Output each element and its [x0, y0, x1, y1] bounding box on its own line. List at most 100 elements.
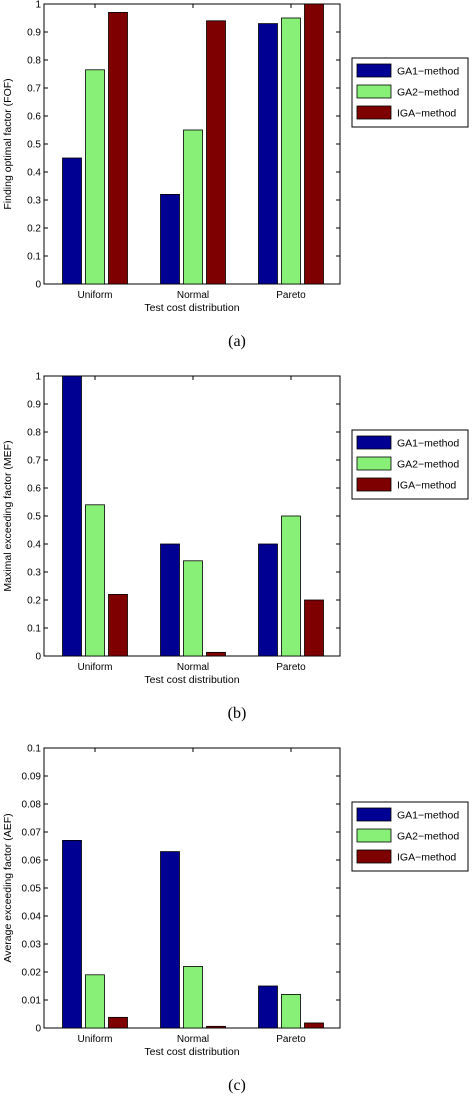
y-tick-label: 0.4 — [27, 540, 41, 551]
legend-swatch-ga2 — [356, 84, 392, 99]
x-category-label: Normal — [177, 662, 209, 673]
legend-label-ga2: GA2−method — [397, 831, 459, 843]
bar-ga2-pareto — [281, 17, 301, 285]
bar-ga1-uniform — [62, 375, 82, 657]
y-tick-label: 0.1 — [27, 624, 41, 635]
y-tick-label: 0.08 — [22, 800, 42, 811]
legend: GA1−method GA2−method IGA−method — [351, 57, 469, 128]
bar-ga1-uniform — [62, 840, 82, 1029]
y-tick-label: 1 — [35, 372, 41, 383]
y-tick-label: 0.9 — [27, 28, 41, 39]
legend-swatch-iga — [356, 849, 392, 864]
y-tick-label: 0.05 — [22, 884, 42, 895]
y-axis-label: Finding optimal factor (FOF) — [2, 78, 14, 209]
y-axis-label: Average exceeding factor (AEF) — [2, 813, 14, 962]
y-tick-label: 0.07 — [22, 828, 42, 839]
legend-swatch-ga1 — [356, 63, 392, 78]
y-tick-label: 0.6 — [27, 112, 41, 123]
legend-label-iga: IGA−method — [397, 852, 456, 864]
bar-iga-uniform — [108, 1016, 128, 1029]
panel-letter: (c) — [228, 1077, 246, 1094]
bar-ga1-normal — [160, 193, 180, 285]
y-tick-label: 0.3 — [27, 196, 41, 207]
y-tick-label: 0.4 — [27, 168, 41, 179]
y-tick-label: 0.5 — [27, 140, 41, 151]
y-tick-label: 0.1 — [27, 744, 41, 755]
y-tick-label: 0.02 — [22, 968, 42, 979]
bar-ga2-normal — [183, 560, 203, 657]
y-tick-label: 0.3 — [27, 568, 41, 579]
legend-label-iga: IGA−method — [397, 108, 456, 120]
bar-iga-pareto — [304, 599, 324, 657]
bar-ga2-pareto — [281, 515, 301, 657]
bar-ga2-normal — [183, 129, 203, 285]
bar-ga2-uniform — [85, 504, 105, 657]
legend-label-ga1: GA1−method — [397, 810, 459, 822]
x-axis-label: Test cost distribution — [144, 1046, 239, 1058]
y-tick-label: 0.1 — [27, 252, 41, 263]
bar-ga2-pareto — [281, 994, 301, 1029]
x-category-label: Uniform — [77, 662, 112, 673]
y-axis-label: Maximal exceeding factor (MEF) — [2, 440, 14, 591]
legend: GA1−method GA2−method IGA−method — [351, 429, 469, 500]
bar-ga1-pareto — [258, 23, 278, 285]
bar-ga2-uniform — [85, 974, 105, 1029]
bar-iga-uniform — [108, 594, 128, 657]
x-category-label: Pareto — [276, 1034, 306, 1045]
bar-iga-uniform — [108, 11, 128, 285]
x-axis-label: Test cost distribution — [144, 302, 239, 314]
y-tick-label: 0.04 — [22, 912, 42, 923]
legend-label-iga: IGA−method — [397, 480, 456, 492]
legend-swatch-ga1 — [356, 807, 392, 822]
chart-panel-2: 0 0.1 0.2 0.3 0.4 0.5 0.6 0.7 0.8 0.9 1 Uniform Norm… — [2, 372, 469, 722]
bar-ga2-normal — [183, 966, 203, 1029]
legend: GA1−method GA2−method IGA−method — [351, 801, 469, 872]
x-category-label: Uniform — [77, 1034, 112, 1045]
legend-label-ga2: GA2−method — [397, 459, 459, 471]
panel-letter: (b) — [228, 705, 247, 722]
y-tick-label: 0.06 — [22, 856, 42, 867]
x-category-label: Pareto — [276, 290, 306, 301]
legend-label-ga2: GA2−method — [397, 87, 459, 99]
x-axis-label: Test cost distribution — [144, 674, 239, 686]
y-tick-label: 0 — [35, 280, 41, 291]
y-tick-label: 1 — [35, 0, 41, 11]
legend-swatch-ga1 — [356, 435, 392, 450]
bar-ga1-pareto — [258, 543, 278, 657]
y-tick-label: 0 — [35, 652, 41, 663]
bar-iga-normal — [206, 1025, 226, 1029]
bar-iga-pareto — [304, 3, 324, 285]
bar-iga-normal — [206, 651, 226, 657]
x-category-label: Pareto — [276, 662, 306, 673]
x-category-label: Normal — [177, 290, 209, 301]
y-tick-label: 0.2 — [27, 224, 41, 235]
y-tick-label: 0.7 — [27, 456, 41, 467]
legend-swatch-ga2 — [356, 828, 392, 843]
y-tick-label: 0.03 — [22, 940, 42, 951]
bar-iga-normal — [206, 20, 226, 285]
bar-iga-pareto — [304, 1022, 324, 1029]
y-tick-label: 0 — [35, 1024, 41, 1035]
chart-panel-3: 0 0.01 0.02 0.03 0.04 0.05 0.06 0.07 0.08 0.09 0.1… — [2, 744, 469, 1094]
y-tick-label: 0.09 — [22, 772, 42, 783]
legend-label-ga1: GA1−method — [397, 438, 459, 450]
legend-swatch-iga — [356, 477, 392, 492]
bar-ga1-normal — [160, 543, 180, 657]
legend-swatch-ga2 — [356, 456, 392, 471]
y-tick-label: 0.9 — [27, 400, 41, 411]
bar-ga1-uniform — [62, 157, 82, 285]
y-tick-label: 0.6 — [27, 484, 41, 495]
x-category-label: Normal — [177, 1034, 209, 1045]
x-category-label: Uniform — [77, 290, 112, 301]
y-tick-label: 0.5 — [27, 512, 41, 523]
bar-ga1-normal — [160, 851, 180, 1029]
bar-ga1-pareto — [258, 985, 278, 1029]
y-tick-label: 0.2 — [27, 596, 41, 607]
bar-ga2-uniform — [85, 69, 105, 285]
legend-swatch-iga — [356, 105, 392, 120]
chart-panel-1: 0 0.1 0.2 0.3 0.4 0.5 0.6 0.7 0.8 0.9 1 Uniform Norm… — [2, 0, 469, 350]
legend-label-ga1: GA1−method — [397, 66, 459, 78]
panel-letter: (a) — [228, 333, 246, 350]
y-tick-label: 0.8 — [27, 428, 41, 439]
